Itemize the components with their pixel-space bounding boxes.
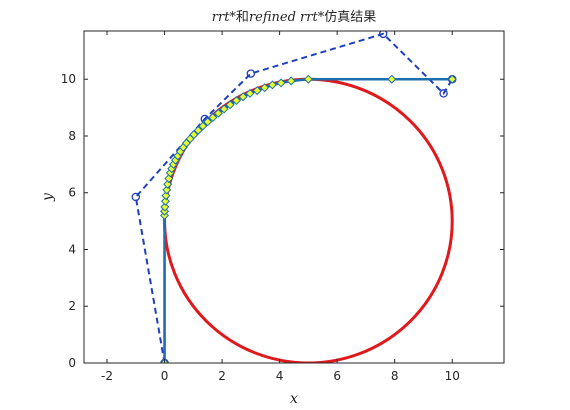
series-refined-markers bbox=[160, 74, 457, 363]
x-tick-label: 6 bbox=[333, 369, 341, 383]
refined-point bbox=[267, 80, 277, 90]
refined-point bbox=[198, 121, 208, 131]
refined-point bbox=[260, 83, 270, 93]
refined-point bbox=[161, 191, 171, 201]
refined-point bbox=[193, 125, 203, 135]
title-part-4: 仿真结果 bbox=[324, 10, 376, 25]
rrt-point bbox=[246, 69, 256, 78]
y-axis-ticks: 0 2 4 6 8 10 bbox=[61, 72, 504, 370]
x-axis-ticks: -2 0 2 4 6 8 10 bbox=[101, 31, 460, 383]
refined-point bbox=[208, 113, 218, 123]
rrt-point bbox=[131, 192, 141, 202]
rrt-point bbox=[439, 89, 448, 98]
refined-point bbox=[276, 78, 286, 88]
refined-point bbox=[447, 74, 457, 84]
x-tick-label: 10 bbox=[445, 369, 460, 383]
refined-point bbox=[189, 130, 199, 140]
refined-point bbox=[163, 179, 173, 189]
y-tick-label: 6 bbox=[68, 186, 76, 200]
axes-box bbox=[83, 30, 505, 364]
plot-background bbox=[84, 31, 504, 363]
y-tick-label: 2 bbox=[68, 299, 76, 313]
title-part-1: rrt* bbox=[212, 10, 237, 25]
refined-point bbox=[231, 96, 241, 106]
refined-point bbox=[164, 174, 174, 184]
chart-title: rrt*和refined rrt*仿真结果 bbox=[212, 10, 376, 25]
y-axis-label: y bbox=[40, 192, 56, 202]
y-tick-label: 0 bbox=[68, 356, 76, 370]
series-rrt-line bbox=[134, 32, 454, 363]
refined-point bbox=[238, 92, 248, 102]
refined-point bbox=[160, 202, 170, 212]
refined-point bbox=[213, 108, 223, 118]
title-part-3: refined rrt* bbox=[249, 10, 325, 25]
refined-point bbox=[162, 185, 172, 195]
y-tick-label: 8 bbox=[68, 129, 76, 143]
y-tick-label: 4 bbox=[68, 242, 76, 256]
rrt-point bbox=[378, 31, 388, 39]
refined-point bbox=[225, 100, 235, 110]
x-tick-label: 4 bbox=[276, 369, 284, 383]
x-axis-label: x bbox=[290, 391, 298, 407]
refined-point bbox=[303, 74, 313, 84]
x-tick-label: -2 bbox=[101, 369, 113, 383]
x-tick-label: 8 bbox=[391, 369, 399, 383]
refined-point bbox=[245, 88, 255, 98]
refined-point bbox=[160, 196, 170, 206]
y-tick-label: 10 bbox=[61, 72, 76, 86]
refined-point bbox=[286, 76, 296, 86]
refined-point bbox=[203, 117, 213, 127]
x-tick-label: 0 bbox=[161, 369, 169, 383]
plot-area bbox=[131, 31, 457, 363]
title-part-2: 和 bbox=[236, 10, 249, 25]
refined-point bbox=[387, 74, 397, 84]
refined-point bbox=[252, 86, 262, 96]
x-tick-label: 2 bbox=[218, 369, 226, 383]
refined-point bbox=[219, 104, 229, 114]
